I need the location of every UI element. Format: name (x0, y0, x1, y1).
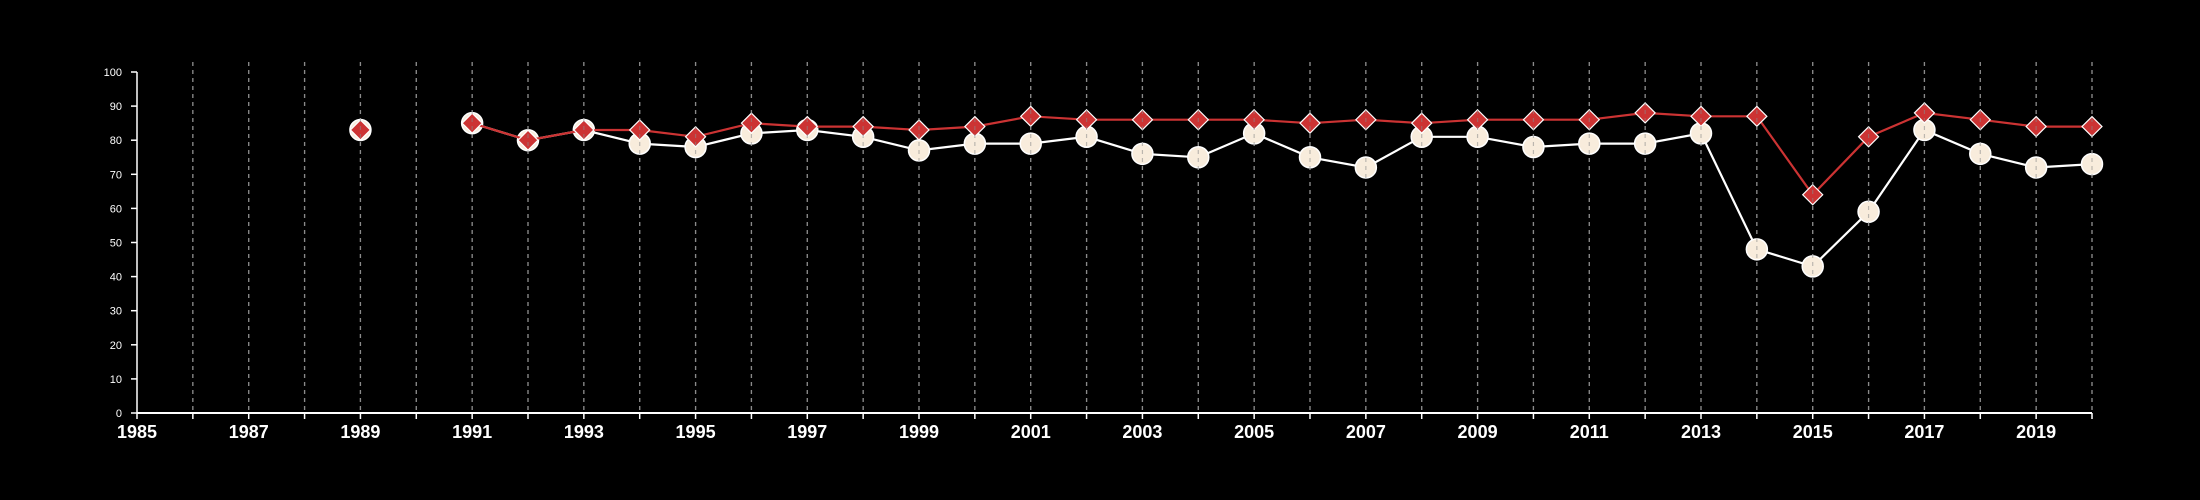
y-tick-label-50: 50 (110, 238, 122, 250)
x-tick-label-1999: 1999 (899, 422, 939, 442)
x-tick-label-2003: 2003 (1122, 422, 1162, 442)
point-diamond-1996 (740, 112, 763, 134)
x-tick-label-2019: 2019 (2016, 422, 2056, 442)
point-circle-2004 (1187, 146, 1210, 169)
point-circle-2016 (1857, 200, 1880, 224)
x-tick-label-2001: 2001 (1011, 422, 1051, 442)
x-tick-label-1989: 1989 (340, 422, 380, 442)
series-circle (349, 111, 2104, 278)
point-diamond-2013 (1690, 105, 1712, 128)
x-tick-label-2009: 2009 (1458, 422, 1498, 442)
point-diamond-2001 (1019, 105, 1042, 128)
y-tick-label-40: 40 (110, 272, 122, 284)
x-tick-label-1997: 1997 (787, 422, 827, 442)
x-tick-label-2011: 2011 (1570, 422, 1609, 442)
point-diamond-2015 (1801, 183, 1824, 206)
point-diamond-2008 (1410, 112, 1433, 134)
y-tick-label-0: 0 (116, 408, 122, 420)
x-tick-label-2015: 2015 (1793, 422, 1833, 442)
x-tick-label-1993: 1993 (564, 422, 604, 442)
point-diamond-1991 (461, 112, 483, 134)
x-tick-label-2017: 2017 (1904, 422, 1944, 442)
y-tick-label-100: 100 (104, 67, 122, 79)
x-tick-label-2013: 2013 (1681, 422, 1721, 442)
series-diamond (349, 102, 2103, 206)
y-tick-label-90: 90 (110, 101, 122, 113)
point-diamond-2014 (1746, 105, 1768, 128)
x-tick-label-2007: 2007 (1346, 422, 1386, 442)
y-tick-label-70: 70 (110, 169, 122, 181)
series-line-circle-1 (471, 122, 2093, 268)
series-line-diamond-1 (471, 111, 2092, 197)
x-tick-label-1985: 1985 (117, 422, 157, 442)
y-tick-label-80: 80 (110, 135, 122, 147)
axis-layer (131, 71, 2093, 419)
point-circle-2020 (2080, 152, 2104, 176)
y-tick-label-10: 10 (110, 374, 122, 386)
point-circle-2010 (1522, 135, 1545, 159)
x-tick-label-1987: 1987 (229, 422, 269, 442)
y-tick-label-60: 60 (110, 203, 122, 215)
y-tick-label-20: 20 (110, 340, 122, 352)
point-circle-2006 (1298, 146, 1322, 169)
x-tick-label-1995: 1995 (676, 422, 716, 442)
label-layer: 0 10 20 30 40 50 60 70 80 90 100 1985 1987 1989 1991 19… (104, 67, 2057, 442)
series-layer (192, 62, 2104, 413)
y-tick-label-30: 30 (110, 306, 122, 318)
x-tick-label-1991: 1991 (452, 422, 492, 442)
x-tick-label-2005: 2005 (1234, 422, 1274, 442)
grid-overlay (192, 62, 2093, 413)
point-diamond-2006 (1299, 112, 1321, 134)
